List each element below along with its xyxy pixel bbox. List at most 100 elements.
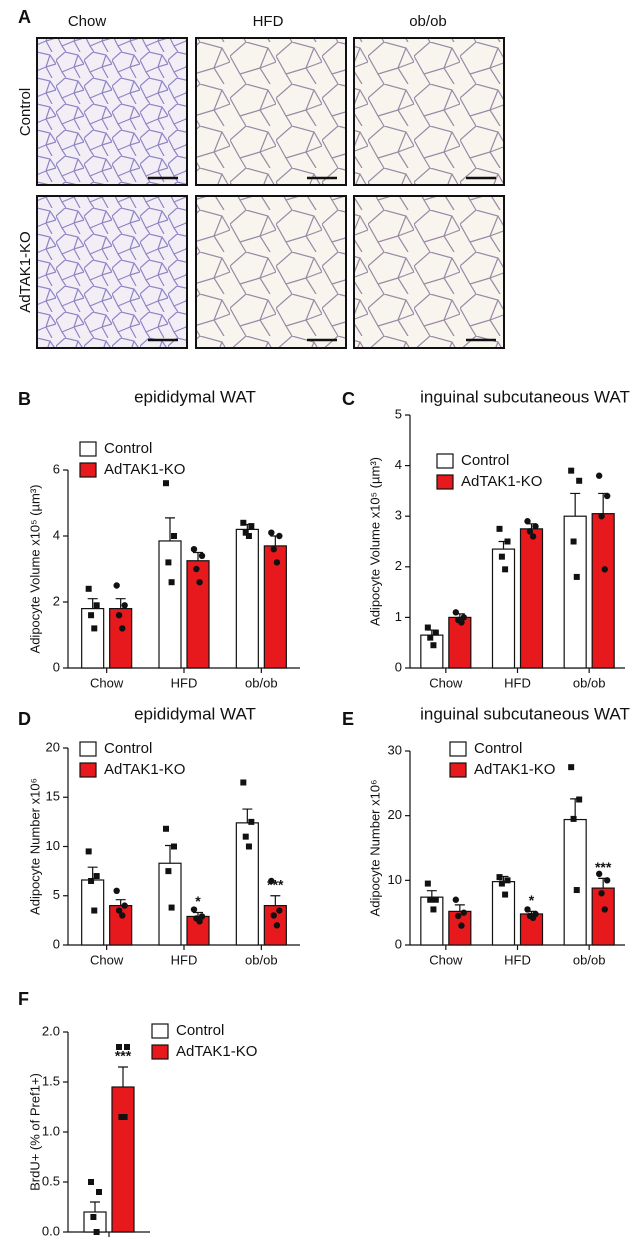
data-point (165, 559, 172, 566)
data-point (240, 519, 247, 526)
x-tick-label: Chow (429, 952, 463, 967)
significance: *** (115, 1048, 132, 1064)
data-point (91, 625, 98, 632)
data-point (198, 552, 206, 559)
x-tick-label: ob/ob (573, 952, 606, 967)
legend-swatch (436, 474, 454, 490)
error-bar (242, 808, 253, 823)
y-tick-label: 0 (53, 659, 60, 674)
data-point (168, 904, 175, 911)
row-label: Control (17, 88, 34, 136)
bar (235, 528, 259, 669)
data-point (601, 566, 608, 573)
y-tick-label: 15 (46, 789, 60, 804)
legend-label: AdTAK1-KO (104, 761, 185, 778)
error-bar (115, 899, 126, 906)
data-point (163, 825, 169, 832)
data-point (502, 566, 509, 573)
data-point (113, 887, 120, 895)
error-bar (193, 551, 203, 561)
data-point (460, 614, 468, 621)
y-tick-label: 0 (395, 659, 402, 674)
y-tick-label: 0 (53, 936, 60, 951)
x-tick-label: ob/ob (245, 952, 278, 967)
chart-title: inguinal subcutaneous WAT (420, 387, 630, 406)
x-tick-label: Chow (429, 675, 463, 690)
data-point (193, 565, 200, 573)
data-point (198, 913, 206, 920)
data-point (576, 477, 583, 484)
data-point (427, 896, 434, 903)
data-point (240, 779, 247, 786)
legend-label: AdTAK1-KO (461, 473, 542, 490)
legend-label: AdTAK1-KO (176, 1043, 257, 1060)
data-point (171, 533, 177, 539)
legend-label: Control (176, 1022, 224, 1039)
y-tick-label: 0.0 (42, 1223, 60, 1238)
data-point (458, 922, 465, 929)
significance: * (195, 893, 201, 909)
data-point (90, 1214, 97, 1220)
x-tick-label: Chow (90, 952, 124, 967)
panel-letter: C (342, 389, 355, 409)
significance: *** (595, 859, 612, 875)
data-point (88, 1179, 94, 1185)
panel-letter: F (18, 989, 29, 1009)
data-point (526, 528, 534, 535)
data-point (93, 1229, 100, 1235)
data-point (242, 529, 249, 536)
data-point (524, 906, 531, 913)
y-tick-label: 10 (388, 872, 402, 887)
data-point (498, 553, 505, 560)
error-bar (426, 890, 437, 898)
data-point (268, 529, 275, 536)
x-tick-label: ob/ob (573, 675, 606, 690)
error-bar (454, 904, 465, 912)
data-point (116, 1044, 122, 1050)
data-point (452, 609, 460, 616)
error-bar (90, 1201, 100, 1212)
data-point (115, 907, 123, 914)
data-point (165, 868, 172, 875)
data-point (88, 877, 95, 884)
data-point (196, 579, 203, 586)
legend-swatch (79, 741, 97, 757)
data-point (601, 906, 608, 913)
legend-swatch (79, 462, 97, 478)
data-point (430, 642, 437, 649)
data-point (532, 523, 539, 530)
data-point (424, 880, 431, 887)
bar (186, 560, 210, 669)
data-point (168, 579, 175, 586)
y-tick-label: 20 (46, 739, 60, 754)
data-point (121, 602, 128, 609)
y-tick-label: 10 (46, 838, 60, 853)
column-label: ob/ob (409, 13, 447, 30)
error-bar (165, 517, 175, 541)
data-point (85, 848, 92, 855)
y-tick-label: 30 (388, 742, 402, 757)
bar (491, 881, 516, 946)
data-point (498, 880, 505, 887)
data-point (270, 546, 277, 553)
data-point (190, 546, 198, 553)
data-point (276, 532, 283, 540)
legend-label: AdTAK1-KO (104, 461, 185, 478)
data-point (91, 907, 98, 914)
y-tick-label: 4 (53, 527, 60, 542)
y-axis-label: Adipocyte Volume x10⁵ (µm³) (27, 485, 42, 654)
micrographs (36, 37, 505, 349)
x-tick-label: HFD (504, 675, 531, 690)
data-point (88, 612, 95, 619)
legend-swatch (449, 741, 467, 757)
y-axis-label: BrdU+ (% of Pref1+) (27, 1073, 42, 1191)
data-point (603, 492, 611, 500)
bar (519, 528, 544, 669)
chart-title: epididymal WAT (134, 387, 256, 406)
bar (235, 822, 259, 946)
legend-label: Control (461, 452, 509, 469)
x-tick-label: HFD (504, 952, 531, 967)
data-point (568, 764, 575, 771)
data-point (270, 912, 277, 919)
